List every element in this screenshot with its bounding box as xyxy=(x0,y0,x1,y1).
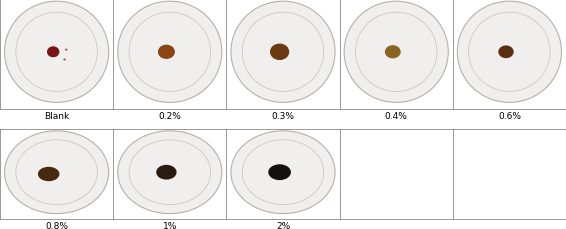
Ellipse shape xyxy=(498,46,514,59)
X-axis label: 0.8%: 0.8% xyxy=(45,221,68,229)
X-axis label: 0.4%: 0.4% xyxy=(385,112,408,120)
Ellipse shape xyxy=(156,165,177,180)
Ellipse shape xyxy=(5,131,109,214)
Ellipse shape xyxy=(63,59,66,61)
X-axis label: 0.3%: 0.3% xyxy=(272,112,294,120)
Ellipse shape xyxy=(231,131,335,214)
Ellipse shape xyxy=(457,2,561,103)
X-axis label: 1%: 1% xyxy=(162,221,177,229)
Ellipse shape xyxy=(385,46,401,59)
Ellipse shape xyxy=(270,44,289,61)
Ellipse shape xyxy=(344,2,448,103)
Ellipse shape xyxy=(231,2,335,103)
Ellipse shape xyxy=(118,131,222,214)
Ellipse shape xyxy=(47,47,59,58)
Ellipse shape xyxy=(118,2,222,103)
X-axis label: 2%: 2% xyxy=(276,221,290,229)
Ellipse shape xyxy=(38,167,59,181)
Ellipse shape xyxy=(268,165,291,180)
X-axis label: 0.6%: 0.6% xyxy=(498,112,521,120)
X-axis label: 0.2%: 0.2% xyxy=(158,112,181,120)
X-axis label: Blank: Blank xyxy=(44,112,69,120)
Ellipse shape xyxy=(5,2,109,103)
Ellipse shape xyxy=(65,49,67,51)
Ellipse shape xyxy=(158,45,175,60)
